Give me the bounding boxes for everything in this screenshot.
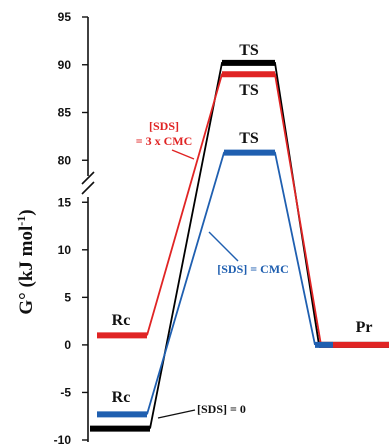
ts-label-black: TS	[239, 42, 259, 59]
annotation-blue: [SDS] = CMC	[217, 262, 289, 276]
y-tick-label: 5	[64, 290, 71, 304]
pr-label: Pr	[356, 319, 373, 336]
annotation-black: [SDS] = 0	[197, 402, 246, 416]
y-tick-label: -10	[54, 433, 72, 445]
y-tick-label: 85	[58, 106, 72, 120]
ts-label-blue: TS	[239, 130, 259, 147]
y-tick-label: 10	[58, 243, 72, 257]
annotation-red-leader	[171, 149, 195, 160]
y-axis-label: G° (kJ mol-1)	[14, 209, 37, 314]
rc-label-red: Rc	[112, 312, 131, 329]
annotation-black-leader	[157, 409, 196, 419]
y-tick-label: 95	[58, 10, 72, 24]
y-tick-label: 90	[58, 58, 72, 72]
annotation-red-line1: [SDS]	[149, 119, 179, 133]
series-line	[146, 73, 322, 346]
series-line	[146, 151, 316, 415]
y-tick-label: 15	[58, 195, 72, 209]
rc-label-blue: Rc	[112, 389, 131, 406]
y-tick-label: 0	[64, 338, 71, 352]
axis-break-mark-1	[81, 171, 95, 185]
series-marks	[90, 59, 389, 432]
annotation-red-line2: = 3 x CMC	[136, 134, 193, 148]
axis-break-mark-2	[81, 181, 95, 195]
ts-label-red: TS	[239, 82, 259, 99]
y-tick-label: 80	[58, 153, 72, 167]
y-tick-label: -5	[60, 385, 71, 399]
annotation-blue-leader	[208, 231, 239, 262]
y-axis	[81, 17, 95, 442]
y-ticks: 80 85 90 95 -10 -5 0 5 10 15	[54, 10, 88, 445]
